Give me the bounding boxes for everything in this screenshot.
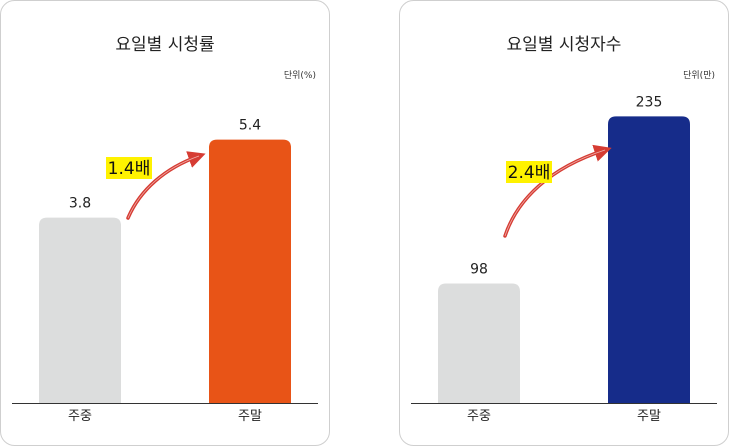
unit-label: 단위(%)	[284, 70, 316, 81]
unit-label: 단위(만)	[683, 70, 715, 81]
data-label: 3.8	[69, 196, 91, 212]
bar-weekend	[608, 116, 690, 403]
category-label: 주중	[467, 409, 491, 424]
annotation-highlight	[106, 157, 152, 179]
bar-weekday	[39, 217, 121, 403]
bar-weekday	[438, 283, 520, 403]
bar-weekend	[209, 139, 291, 403]
chart-title: 요일별 시청률	[115, 35, 214, 55]
annotation-highlight	[506, 161, 552, 183]
category-label: 주말	[637, 409, 661, 424]
chart-title: 요일별 시청자수	[507, 35, 622, 55]
data-label: 98	[470, 261, 488, 277]
data-label: 235	[636, 94, 663, 110]
growth-arrow-highlight	[127, 155, 200, 219]
data-label: 5.4	[239, 118, 261, 134]
annotation-label: 1.4배	[108, 159, 151, 179]
annotation-label: 2.4배	[508, 163, 551, 183]
category-label: 주말	[238, 409, 262, 424]
category-label: 주중	[68, 409, 92, 424]
growth-arrow-highlight	[504, 149, 606, 237]
